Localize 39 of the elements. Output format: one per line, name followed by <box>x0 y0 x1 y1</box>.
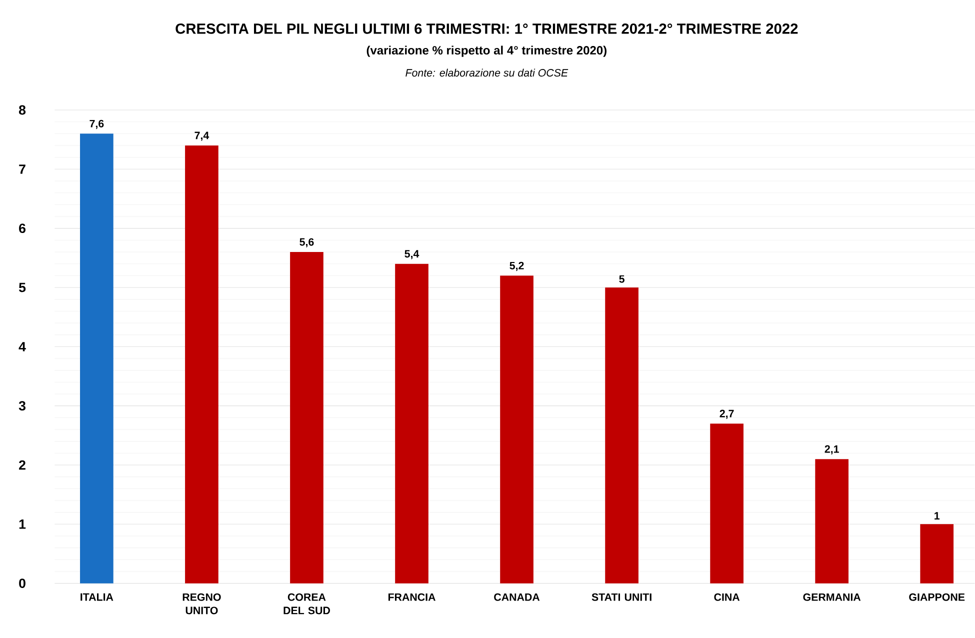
data-label: 1 <box>934 512 940 520</box>
bar <box>80 134 114 584</box>
y-tick-label: 0 <box>19 578 26 588</box>
chart-subtitle: (variazione % rispetto al 4° trimestre 2020) <box>366 46 606 57</box>
y-tick-label: 1 <box>19 520 26 529</box>
data-label: 5,6 <box>300 238 314 248</box>
x-tick-label: GERMANIA <box>803 593 861 601</box>
bar <box>605 287 638 584</box>
data-label: 2,1 <box>824 445 839 454</box>
data-label: 5,4 <box>404 250 420 260</box>
x-tick-label: CINA <box>714 593 740 601</box>
bar <box>290 252 324 584</box>
x-tick-label: GIAPPONE <box>909 593 965 601</box>
source-note: Fonte: elaborazione su dati OCSE <box>406 68 568 77</box>
y-tick-label: 2 <box>19 460 26 470</box>
x-tick-label: CANADA <box>494 593 540 601</box>
x-tick-label: ITALIA <box>80 593 114 601</box>
y-tick-label: 6 <box>19 224 26 234</box>
data-label: 7,6 <box>90 120 104 129</box>
x-tick-label: COREA DEL SUD <box>284 593 330 614</box>
x-tick-label: FRANCIA <box>388 593 436 601</box>
bar <box>710 424 744 584</box>
y-tick-label: 8 <box>18 105 26 115</box>
y-tick-label: 5 <box>18 282 26 292</box>
y-tick-label: 7 <box>19 164 26 174</box>
y-tick-label: 3 <box>18 401 26 411</box>
bar <box>395 264 428 584</box>
bar <box>500 276 534 584</box>
data-label: 5,2 <box>510 262 524 271</box>
x-tick-label: REGNO UNITO <box>182 593 221 614</box>
chart-title: CRESCITA DEL PIL NEGLI ULTIMI 6 TRIMESTRI: 1° TRIMESTRE 2021-2° TRIMESTRE 2022 <box>176 23 798 34</box>
bar <box>920 524 954 584</box>
y-tick-label: 4 <box>18 342 26 352</box>
data-label: 5 <box>619 275 624 283</box>
data-label: 7,4 <box>194 132 210 141</box>
x-tick-label: STATI UNITI <box>592 593 652 601</box>
bar <box>815 459 849 584</box>
data-label: 2,7 <box>720 410 734 419</box>
bar <box>185 146 218 584</box>
